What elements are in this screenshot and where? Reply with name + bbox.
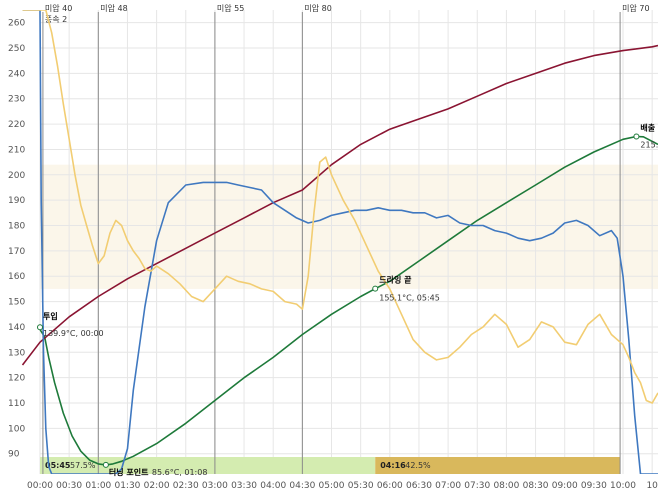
x-tick-label: 02:30: [173, 481, 199, 491]
y-tick-label: 160: [8, 272, 25, 282]
target-band: [40, 165, 658, 289]
event-point-title: 터닝 포인트: [109, 467, 149, 477]
event-point-detail: 139.9°C, 00:00: [43, 329, 104, 338]
x-tick-label: 05:00: [319, 481, 345, 491]
x-tick-label: 06:30: [406, 481, 432, 491]
y-tick-label: 140: [8, 323, 25, 333]
y-tick-label: 250: [8, 44, 25, 54]
x-tick-label: 01:00: [85, 481, 111, 491]
event-label: 미압 40: [45, 4, 72, 13]
event-point: [103, 462, 108, 467]
event-point-title: 드라잉 끝: [379, 275, 412, 285]
y-tick-label: 200: [8, 171, 25, 181]
phase-time: 04:16: [380, 461, 406, 470]
event-label: 미압 55: [217, 4, 244, 13]
event-point-detail: 85.6°C, 01:08: [152, 468, 208, 477]
y-tick-label: 230: [8, 95, 25, 105]
phase-percent: 57.5%: [70, 461, 96, 470]
y-tick-label: 90: [8, 450, 20, 460]
x-tick-label: 07:00: [435, 481, 461, 491]
x-tick-label: 08:00: [493, 481, 519, 491]
x-tick-label: 02:00: [144, 481, 170, 491]
x-tick-label: 03:30: [231, 481, 257, 491]
event-point: [373, 286, 378, 291]
y-tick-label: 120: [8, 374, 25, 384]
x-tick-label: 04:00: [260, 481, 286, 491]
x-tick-label: 03:00: [202, 481, 228, 491]
x-tick-label: 01:30: [114, 481, 140, 491]
y-tick-label: 110: [8, 399, 25, 409]
event-label: 미압 70: [622, 4, 649, 13]
phase-percent: 42.5%: [405, 461, 431, 470]
y-tick-label: 220: [8, 120, 25, 130]
y-tick-label: 210: [8, 145, 25, 155]
event-label: 미압 80: [304, 4, 331, 13]
event-point: [38, 325, 43, 330]
y-tick-label: 260: [8, 19, 25, 29]
x-tick-label: 06:00: [377, 481, 403, 491]
y-tick-label: 240: [8, 69, 25, 79]
x-tick-label: 10: [646, 481, 658, 491]
x-tick-label: 00:00: [27, 481, 53, 491]
x-tick-label: 09:30: [581, 481, 607, 491]
event-point-detail: 215.1°: [640, 141, 658, 150]
event-point-detail: 155.1°C, 05:45: [379, 294, 440, 303]
x-tick-label: 07:30: [464, 481, 490, 491]
x-tick-label: 10:00: [610, 481, 636, 491]
y-tick-label: 190: [8, 196, 25, 206]
x-tick-label: 05:30: [348, 481, 374, 491]
event-point: [634, 134, 639, 139]
event-point-title: 투입: [43, 311, 58, 321]
event-label: 미압 48: [100, 4, 127, 13]
x-tick-label: 09:00: [552, 481, 578, 491]
event-point-title: 배출: [640, 123, 655, 133]
y-tick-label: 130: [8, 348, 25, 358]
x-tick-label: 08:30: [523, 481, 549, 491]
x-tick-label: 00:30: [56, 481, 82, 491]
y-tick-label: 170: [8, 247, 25, 257]
y-tick-label: 150: [8, 298, 25, 308]
x-tick-label: 04:30: [289, 481, 315, 491]
y-tick-label: 180: [8, 222, 25, 232]
y-tick-label: 100: [8, 424, 25, 434]
